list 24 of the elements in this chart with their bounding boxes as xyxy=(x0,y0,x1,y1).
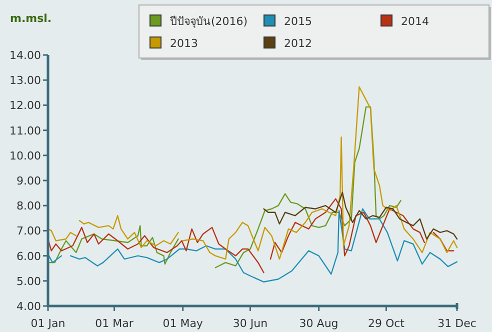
y-tick-label: 12.00 xyxy=(10,99,41,112)
y-tick-label: 4.00 xyxy=(16,300,41,313)
y-tick-label: 7.00 xyxy=(16,224,41,238)
y-tick-label: 8.00 xyxy=(16,200,41,213)
y-tick-label: 9.00 xyxy=(16,174,41,188)
x-tick-label: 01 Jan xyxy=(30,317,66,330)
y-tick-label: 11.00 xyxy=(10,124,41,138)
x-tick-label: 31 Dec xyxy=(438,317,476,330)
legend-label: 2014 xyxy=(401,15,429,28)
y-tick-label: 10.00 xyxy=(10,149,41,162)
x-tick-label: 30 Jun xyxy=(232,317,268,330)
x-tick-label: 29 Oct xyxy=(368,317,406,330)
y-tick-label: 5.00 xyxy=(16,274,41,288)
legend-label: ปีปัจจุบัน(2016) xyxy=(169,15,248,28)
x-tick-label: 30 Aug xyxy=(299,317,338,330)
x-tick-label: 01 May xyxy=(162,317,204,330)
legend-label: 2015 xyxy=(284,15,312,28)
x-tick-label: 01 Mar xyxy=(95,317,134,330)
y-tick-label: 6.00 xyxy=(16,250,41,263)
y-tick-label: 13.00 xyxy=(10,74,41,88)
y-axis-title: m.msl. xyxy=(10,12,52,25)
legend-label: 2013 xyxy=(170,37,198,50)
legend-label: 2012 xyxy=(284,37,312,50)
y-tick-label: 14.00 xyxy=(10,49,41,62)
